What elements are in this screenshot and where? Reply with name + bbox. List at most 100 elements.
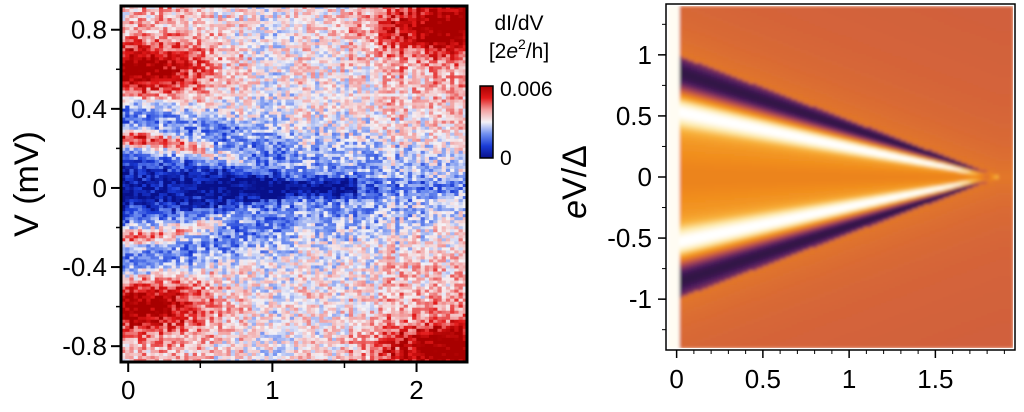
heatmap-cell xyxy=(188,313,194,318)
heatmap-cell xyxy=(222,75,228,80)
heatmap-cell xyxy=(230,262,236,267)
heatmap-cell xyxy=(137,105,143,110)
heatmap-cell xyxy=(129,328,135,333)
heatmap-cell xyxy=(196,153,202,158)
heatmap-cell xyxy=(146,193,152,197)
heatmap-cell xyxy=(251,9,257,13)
heatmap-cell xyxy=(121,99,126,104)
heatmap-cell xyxy=(196,9,202,13)
heatmap-cell xyxy=(289,177,295,182)
heatmap-cell xyxy=(188,120,194,125)
heatmap-cell xyxy=(264,292,270,297)
heatmap-cell xyxy=(289,322,295,327)
heatmap-cell xyxy=(281,277,287,282)
heatmap-cell xyxy=(264,132,270,137)
heatmap-cell xyxy=(150,48,156,52)
heatmap-cell xyxy=(213,84,219,89)
heatmap-cell xyxy=(251,283,257,288)
heatmap-cell xyxy=(243,12,249,16)
heatmap-cell xyxy=(154,298,160,303)
heatmap-cell xyxy=(184,319,190,324)
heatmap-cell xyxy=(171,81,177,86)
heatmap-cell xyxy=(230,223,236,227)
heatmap-cell xyxy=(125,307,131,312)
heatmap-cell xyxy=(175,334,181,339)
heatmap-cell xyxy=(180,217,185,221)
heatmap-cell xyxy=(205,340,211,345)
heatmap-cell xyxy=(192,322,198,327)
heatmap-cell xyxy=(167,298,173,303)
heatmap-cell xyxy=(150,226,156,230)
heatmap-cell xyxy=(188,66,194,70)
heatmap-cell xyxy=(158,316,164,321)
heatmap-cell xyxy=(264,108,270,113)
heatmap-cell xyxy=(137,253,143,258)
heatmap-cell xyxy=(277,298,282,303)
heatmap-cell xyxy=(175,289,181,294)
heatmap-cell xyxy=(146,165,152,170)
heatmap-cell xyxy=(218,289,223,294)
heatmap-cell xyxy=(277,60,282,64)
heatmap-cell xyxy=(218,123,223,128)
heatmap-cell xyxy=(281,316,287,321)
heatmap-cell xyxy=(268,84,274,89)
heatmap-cell xyxy=(226,331,232,336)
heatmap-cell xyxy=(226,259,232,264)
heatmap-cell xyxy=(281,72,287,76)
heatmap-cell xyxy=(272,202,278,206)
heatmap-cell xyxy=(294,313,299,318)
heatmap-cell xyxy=(184,268,190,273)
heatmap-cell xyxy=(171,87,177,92)
heatmap-cell xyxy=(243,208,249,212)
heatmap-cell xyxy=(142,159,147,164)
heatmap-cell xyxy=(171,247,177,251)
heatmap-cell xyxy=(243,36,249,40)
heatmap-cell xyxy=(129,144,135,149)
heatmap-cell xyxy=(272,325,278,330)
heatmap-cell xyxy=(251,96,257,101)
heatmap-cell xyxy=(137,99,143,104)
heatmap-cell xyxy=(289,27,295,31)
heatmap-cell xyxy=(247,358,253,362)
heatmap-cell xyxy=(163,84,169,89)
heatmap-cell xyxy=(184,147,190,152)
heatmap-cell xyxy=(209,63,215,67)
heatmap-cell xyxy=(180,355,185,360)
heatmap-cell xyxy=(218,168,223,173)
heatmap-cell xyxy=(226,84,232,89)
heatmap-cell xyxy=(213,226,219,230)
heatmap-cell xyxy=(180,307,185,312)
heatmap-cell xyxy=(281,84,287,89)
heatmap-cell xyxy=(260,301,266,306)
heatmap-cell xyxy=(125,78,131,83)
heatmap-cell xyxy=(142,217,147,221)
heatmap-cell xyxy=(281,223,287,227)
heatmap-cell xyxy=(137,78,143,83)
heatmap-cell xyxy=(175,202,181,206)
heatmap-cell xyxy=(268,33,274,37)
heatmap-cell xyxy=(167,33,173,37)
heatmap-cell xyxy=(121,72,126,76)
heatmap-cell xyxy=(125,105,131,110)
heatmap-cell xyxy=(163,93,169,98)
heatmap-cell xyxy=(163,141,169,146)
heatmap-cell xyxy=(277,199,282,203)
heatmap-cell xyxy=(277,174,282,179)
heatmap-cell xyxy=(289,244,295,248)
heatmap-cell xyxy=(230,90,236,95)
heatmap-cell xyxy=(175,54,181,58)
heatmap-cell xyxy=(171,223,177,227)
heatmap-cell xyxy=(209,202,215,206)
heatmap-cell xyxy=(184,18,190,22)
heatmap-cell xyxy=(264,223,270,227)
heatmap-cell xyxy=(298,39,304,43)
heatmap-cell xyxy=(209,93,215,98)
heatmap-cell xyxy=(260,75,266,80)
heatmap-cell xyxy=(268,337,274,342)
heatmap-cell xyxy=(230,250,236,254)
heatmap-cell xyxy=(137,193,143,197)
heatmap-cell xyxy=(180,81,185,86)
heatmap-cell xyxy=(192,174,198,179)
heatmap-cell xyxy=(226,114,232,119)
heatmap-cell xyxy=(281,105,287,110)
